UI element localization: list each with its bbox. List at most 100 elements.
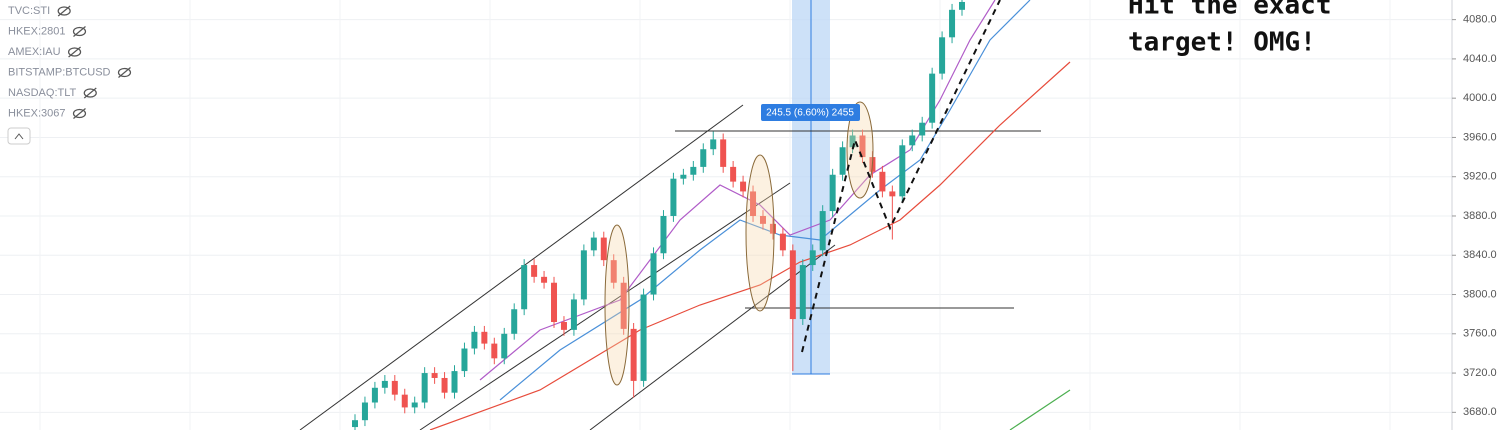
symbol-name: BITSTAMP:BTCUSD [8, 66, 111, 78]
candle-body [441, 377, 448, 393]
visibility-toggle[interactable] [117, 67, 132, 78]
candle-body [570, 299, 577, 330]
candle-body [431, 373, 438, 378]
green-line [1009, 389, 1071, 430]
symbol-name: HKEX:2801 [8, 25, 65, 37]
candle-body [352, 420, 358, 428]
candle-body [391, 380, 398, 395]
candle-body [819, 211, 826, 251]
candle-body [879, 171, 886, 192]
visibility-slash [68, 46, 81, 58]
y-tick-label: 3800.0 [1463, 288, 1497, 300]
candle-body [710, 139, 717, 150]
visibility-toggle[interactable] [67, 47, 82, 57]
collapse-icon [14, 133, 24, 140]
drawings [299, 104, 1041, 430]
candle-body [541, 276, 548, 283]
collapse-button[interactable] [7, 127, 31, 145]
candles [352, 0, 965, 430]
y-tick-label: 4080.0 [1463, 14, 1497, 26]
candle-body [670, 178, 677, 216]
candle-body [720, 139, 727, 167]
candle-body [560, 322, 567, 330]
visibility-toggle[interactable] [83, 88, 97, 98]
candle-body [491, 343, 498, 359]
visibility-slash [118, 67, 131, 78]
candle-body [580, 250, 587, 300]
price-axis-bg [1452, 0, 1500, 430]
y-tick-label: 3840.0 [1463, 249, 1497, 261]
visibility-slash [73, 26, 86, 37]
candle-body [730, 166, 737, 182]
candle-body [640, 294, 647, 381]
candle-body [511, 309, 518, 334]
visibility-slash [73, 108, 86, 119]
y-tick-label: 3720.0 [1463, 367, 1497, 379]
candle-body [471, 331, 478, 349]
candle-body [501, 333, 508, 359]
measure-label-box [761, 104, 860, 121]
symbol-name: TVC:STI [8, 5, 50, 17]
candle-body [381, 380, 388, 388]
candle-body [590, 237, 597, 251]
candle-body [859, 135, 866, 158]
candle-body [779, 233, 786, 251]
annotation: target! OMG! [1128, 28, 1316, 58]
candle-body [909, 135, 916, 146]
candle-body [371, 387, 378, 403]
candle-body [521, 265, 528, 310]
candle-body [451, 371, 458, 393]
candle-body [660, 215, 667, 254]
candle-body [630, 328, 637, 381]
candle-body [769, 223, 776, 234]
candle-body [889, 191, 896, 197]
visibility-toggle[interactable] [72, 108, 87, 119]
visibility-slash [83, 87, 97, 99]
y-tick-label: 4040.0 [1463, 53, 1497, 65]
visibility-slash [57, 5, 71, 17]
candle-body [650, 253, 657, 295]
visibility-toggle[interactable] [72, 26, 87, 37]
candle-body [849, 135, 856, 148]
candle-body [919, 122, 926, 136]
symbol-name: AMEX:IAU [8, 46, 61, 58]
candle-body [551, 282, 558, 323]
y-tick-label: 3760.0 [1463, 328, 1497, 340]
candle-body [949, 9, 956, 38]
candle-body [690, 166, 697, 175]
price-axis: 3680.0 3720.0 3760.0 3800.0 3840.0 3880.0 3920… [1452, 14, 1497, 418]
measure-label: 245.5 (6.60%) 2455 [766, 108, 854, 119]
candle-body [750, 191, 757, 216]
candle-body [421, 373, 428, 403]
candle-body [620, 282, 627, 329]
candle-body [799, 265, 806, 320]
y-tick-label: 3680.0 [1463, 406, 1497, 418]
candle-body [959, 1, 965, 10]
candle-body [700, 149, 707, 167]
y-tick-label: 3920.0 [1463, 171, 1497, 183]
symbol-name: NASDAQ:TLT [8, 87, 77, 99]
annotation: Hit the exact [1128, 0, 1332, 21]
y-tick-label: 4000.0 [1463, 92, 1497, 104]
y-tick-label: 3960.0 [1463, 131, 1497, 143]
highlights [604, 101, 874, 386]
ma-purple [479, 0, 996, 381]
arrow-path [801, 0, 1001, 353]
candle-body [680, 174, 687, 179]
y-tick-label: 3880.0 [1463, 210, 1497, 222]
candle-body [839, 147, 846, 175]
candle-body [401, 394, 408, 408]
candle-body [829, 174, 836, 212]
ellipse [604, 224, 630, 386]
visibility-toggle[interactable] [57, 6, 71, 16]
candle-body [600, 237, 607, 261]
symbol-list: TVC:STI HKEX:2801 AMEX:IAU BITSTAMP:BTCUSD N… [8, 5, 132, 119]
candle-body [809, 250, 816, 266]
candle-body [411, 402, 418, 408]
candle-body [789, 250, 796, 320]
candle-body [740, 181, 747, 192]
ellipse [745, 154, 775, 312]
candle-body [481, 331, 488, 344]
path-arrows [801, 0, 1001, 353]
